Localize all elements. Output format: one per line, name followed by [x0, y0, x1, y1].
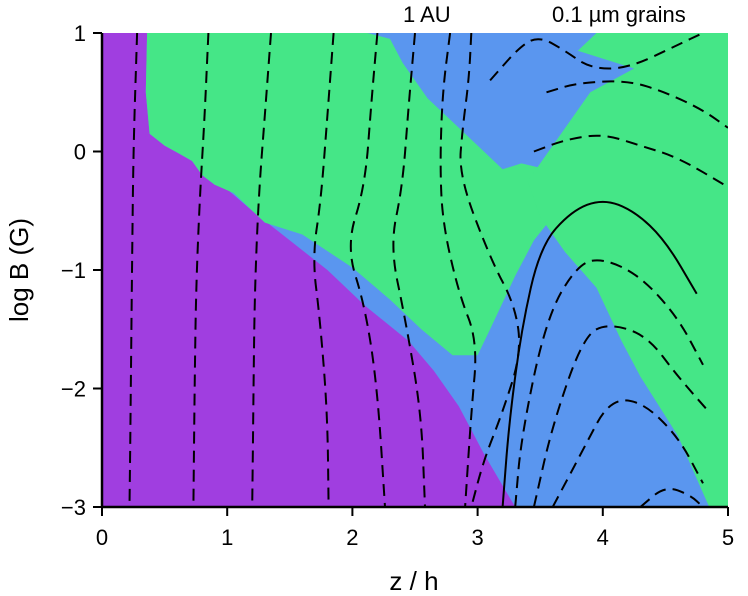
contour-line-15 [489, 33, 704, 82]
x-tick-label-2: 2 [346, 525, 358, 550]
x-tick-label-0: 0 [96, 525, 108, 550]
contour-line-2 [251, 33, 272, 507]
contour-line-3 [313, 33, 335, 507]
x-tick-label-3: 3 [471, 525, 483, 550]
contour-line-13 [533, 134, 728, 188]
region-2 [527, 33, 728, 507]
annotation-grain-size: 0.1 µm grains [552, 2, 686, 27]
y-axis-label: log B (G) [4, 218, 34, 322]
y-tick-label-1: −2 [61, 377, 86, 402]
x-tick-label-5: 5 [722, 525, 734, 550]
annotation-distance: 1 AU [403, 2, 451, 27]
contour-line-4 [349, 33, 386, 507]
contour-line-0 [128, 33, 139, 507]
contour-line-1 [192, 33, 210, 507]
y-tick-label-2: −1 [61, 258, 86, 283]
contour-line-12 [639, 488, 704, 507]
y-tick-label-4: 1 [74, 21, 86, 46]
contour-line-10 [532, 325, 710, 507]
region-0 [102, 33, 516, 507]
contour-line-9 [514, 259, 704, 507]
contours-layer [128, 33, 728, 507]
contour-line-7 [459, 33, 521, 507]
y-tick-label-0: −3 [61, 495, 86, 520]
contour-line-14 [546, 80, 728, 129]
regions-layer [102, 33, 728, 507]
x-tick-label-1: 1 [221, 525, 233, 550]
contour-line-5 [392, 33, 426, 507]
axes-layer: 0 1 2 3 4 5 −3 −2 −1 0 1 [61, 21, 734, 550]
contour-line-8 [501, 200, 698, 507]
contour-line-6 [439, 33, 477, 507]
x-tick-label-4: 4 [597, 525, 609, 550]
y-tick-label-3: 0 [74, 140, 86, 165]
x-axis-label: z / h [389, 566, 438, 596]
contour-line-11 [551, 399, 704, 507]
